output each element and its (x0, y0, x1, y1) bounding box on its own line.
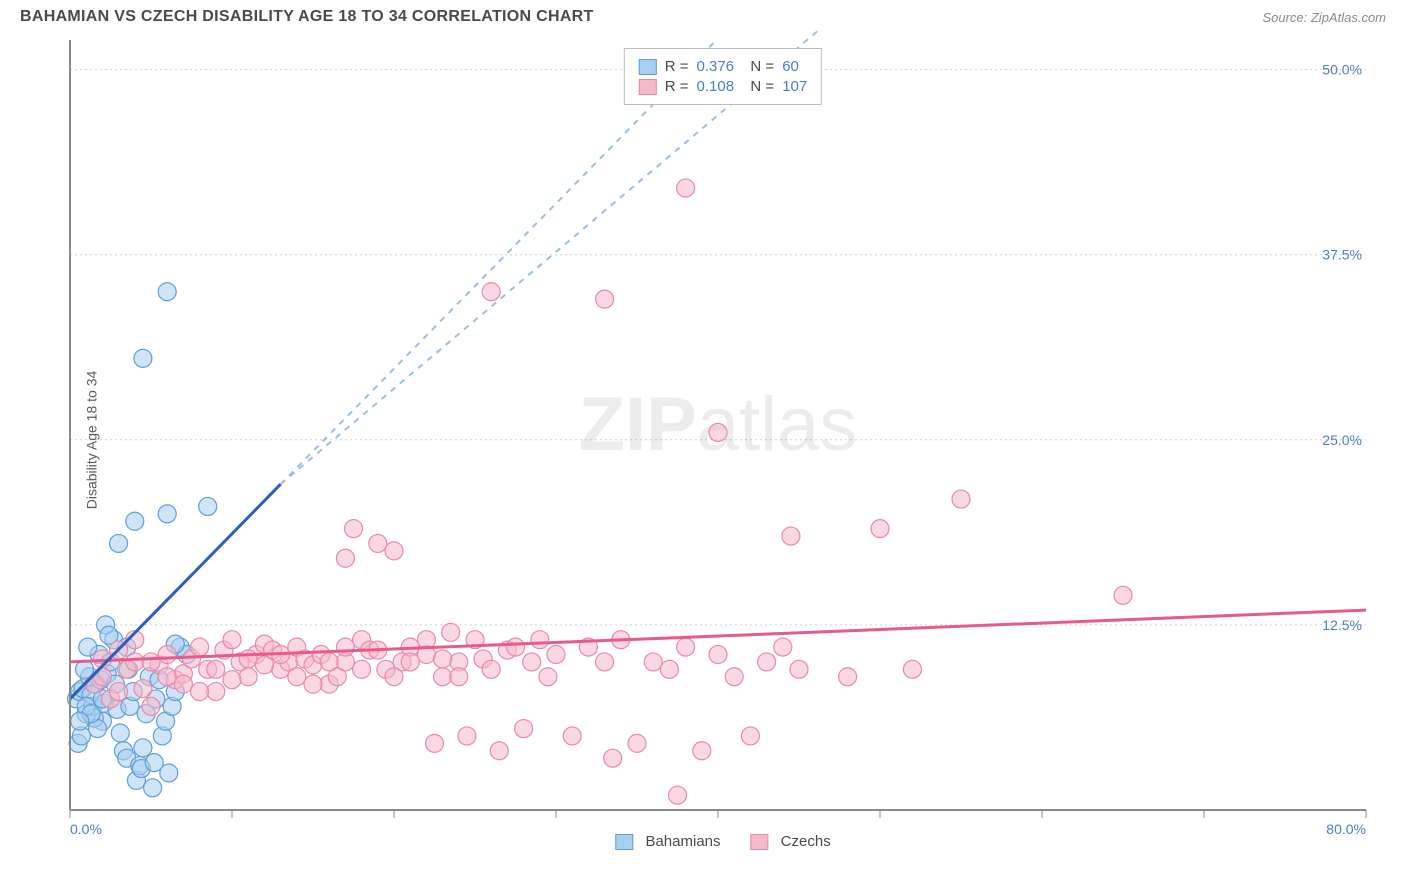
chart-area: Disability Age 18 to 34 12.5% 25.0% 37.5% 5… (60, 30, 1386, 850)
legend-swatch-czechs-icon (751, 834, 769, 850)
svg-text:50.0%: 50.0% (1322, 62, 1362, 78)
legend-n-label: N = (742, 78, 774, 95)
svg-text:80.0%: 80.0% (1326, 821, 1366, 837)
legend-item-bahamians: Bahamians (615, 833, 720, 850)
scatter-chart-svg: 12.5%25.0%37.5%50.0%ZIPatlas0.0%80.0% (60, 30, 1386, 850)
source-label: Source: ZipAtlas.com (1262, 10, 1386, 25)
legend-label-bahamians: Bahamians (645, 833, 720, 850)
correlation-legend: R = 0.376 N = 60 R = 0.108 N = 107 (624, 48, 822, 105)
legend-row-bahamians: R = 0.376 N = 60 (639, 58, 807, 75)
legend-r-label: R = (665, 78, 689, 95)
legend-n-value-czechs: 107 (782, 78, 807, 95)
svg-text:25.0%: 25.0% (1322, 432, 1362, 448)
legend-r-value-czechs: 0.108 (697, 78, 735, 95)
legend-n-label: N = (742, 58, 774, 75)
legend-n-value-bahamians: 60 (782, 58, 799, 75)
legend-swatch-bahamians-icon (615, 834, 633, 850)
legend-label-czechs: Czechs (781, 833, 831, 850)
legend-swatch-bahamians (639, 59, 657, 75)
series-legend: Bahamians Czechs (615, 833, 830, 850)
y-axis-label: Disability Age 18 to 34 (83, 371, 99, 510)
legend-item-czechs: Czechs (751, 833, 831, 850)
chart-title: BAHAMIAN VS CZECH DISABILITY AGE 18 TO 3… (20, 8, 594, 26)
svg-text:37.5%: 37.5% (1322, 247, 1362, 263)
svg-text:12.5%: 12.5% (1322, 617, 1362, 633)
legend-swatch-czechs (639, 79, 657, 95)
legend-r-label: R = (665, 58, 689, 75)
svg-text:0.0%: 0.0% (70, 821, 102, 837)
legend-r-value-bahamians: 0.376 (697, 58, 735, 75)
legend-row-czechs: R = 0.108 N = 107 (639, 78, 807, 95)
